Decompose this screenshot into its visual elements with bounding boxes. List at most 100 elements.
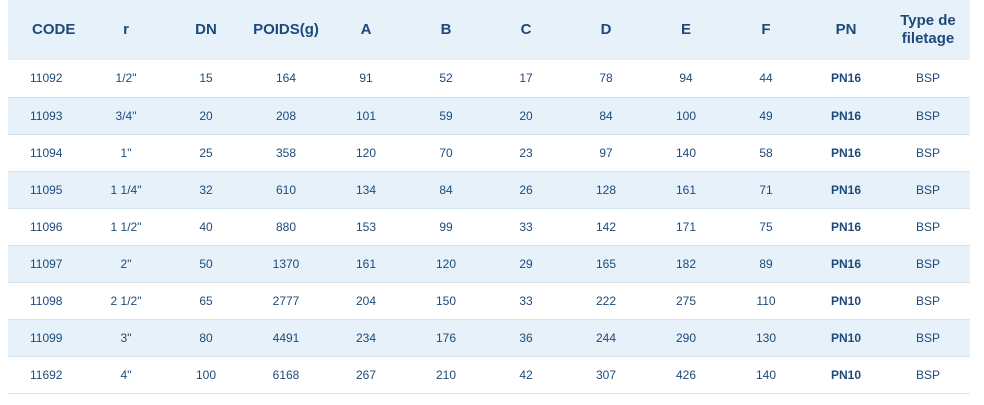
cell-pn: PN10 (806, 319, 886, 357)
cell-r: 2" (86, 245, 166, 283)
cell-code: 11097 (8, 245, 86, 283)
cell-pn: PN16 (806, 60, 886, 98)
cell-a: 91 (326, 60, 406, 98)
cell-dn: 20 (166, 97, 246, 135)
cell-dn: 50 (166, 245, 246, 283)
cell-c: 23 (486, 134, 566, 172)
cell-dn: 100 (166, 356, 246, 394)
cell-b: 210 (406, 356, 486, 394)
cell-a: 153 (326, 208, 406, 246)
cell-code: 11692 (8, 356, 86, 394)
cell-poids: 880 (246, 208, 326, 246)
cell-dn: 80 (166, 319, 246, 357)
header-r: r (123, 21, 129, 38)
cell-pn: PN16 (806, 134, 886, 172)
cell-d: 84 (566, 97, 646, 135)
header-type-filetage: Type de filetage (886, 0, 970, 60)
cell-type-filetage: BSP (886, 319, 970, 357)
cell-b: 70 (406, 134, 486, 172)
cell-poids: 164 (246, 60, 326, 98)
cell-type-filetage: BSP (886, 60, 970, 98)
cell-b: 150 (406, 282, 486, 320)
header-code: CODE (32, 21, 76, 38)
cell-f: 44 (726, 60, 806, 98)
cell-dn: 65 (166, 282, 246, 320)
cell-a: 234 (326, 319, 406, 357)
cell-f: 49 (726, 97, 806, 135)
cell-b: 99 (406, 208, 486, 246)
table-row: 11099 3" 80 4491 234 176 36 244 290 130 PN10 BSP (8, 319, 970, 357)
table-row: 11095 1 1/4" 32 610 134 84 26 128 161 71 PN16 BSP (8, 171, 970, 209)
cell-type-filetage: BSP (886, 282, 970, 320)
cell-type-filetage: BSP (886, 208, 970, 246)
cell-f: 89 (726, 245, 806, 283)
header-d: D (600, 21, 612, 38)
cell-e: 426 (646, 356, 726, 394)
table-row: 11094 1" 25 358 120 70 23 97 140 58 PN16 BSP (8, 134, 970, 172)
cell-pn: PN16 (806, 208, 886, 246)
cell-d: 222 (566, 282, 646, 320)
cell-a: 161 (326, 245, 406, 283)
cell-e: 275 (646, 282, 726, 320)
cell-e: 140 (646, 134, 726, 172)
cell-dn: 40 (166, 208, 246, 246)
header-type-filetage-label: Type de filetage (900, 12, 956, 47)
cell-pn: PN16 (806, 97, 886, 135)
cell-pn: PN10 (806, 356, 886, 394)
cell-c: 42 (486, 356, 566, 394)
cell-a: 267 (326, 356, 406, 394)
cell-d: 307 (566, 356, 646, 394)
spec-table: CODE r DN POIDS(g) A B C D E F PN Type d… (8, 0, 970, 394)
table-row: 11098 2 1/2" 65 2777 204 150 33 222 275 110 PN10 BS… (8, 282, 970, 320)
cell-f: 140 (726, 356, 806, 394)
cell-f: 110 (726, 282, 806, 320)
cell-poids: 358 (246, 134, 326, 172)
cell-r: 4" (86, 356, 166, 394)
cell-dn: 25 (166, 134, 246, 172)
cell-f: 71 (726, 171, 806, 209)
cell-a: 101 (326, 97, 406, 135)
cell-poids: 610 (246, 171, 326, 209)
cell-c: 36 (486, 319, 566, 357)
cell-e: 94 (646, 60, 726, 98)
cell-d: 78 (566, 60, 646, 98)
cell-dn: 15 (166, 60, 246, 98)
cell-c: 33 (486, 208, 566, 246)
cell-c: 20 (486, 97, 566, 135)
cell-poids: 1370 (246, 245, 326, 283)
cell-pn: PN16 (806, 171, 886, 209)
header-row: CODE r DN POIDS(g) A B C D E F PN Type d… (8, 0, 970, 60)
cell-b: 176 (406, 319, 486, 357)
cell-code: 11098 (8, 282, 86, 320)
cell-f: 58 (726, 134, 806, 172)
cell-b: 59 (406, 97, 486, 135)
table-header: CODE r DN POIDS(g) A B C D E F PN Type d… (8, 0, 970, 60)
header-f: F (761, 21, 771, 38)
cell-d: 97 (566, 134, 646, 172)
cell-b: 84 (406, 171, 486, 209)
table-body: 11092 1/2" 15 164 91 52 17 78 94 44 PN16 BSP 11093 3/… (8, 60, 970, 394)
cell-poids: 6168 (246, 356, 326, 394)
cell-poids: 2777 (246, 282, 326, 320)
cell-f: 75 (726, 208, 806, 246)
header-c: C (520, 21, 532, 38)
header-poids: POIDS(g) (253, 21, 319, 38)
table-row: 11092 1/2" 15 164 91 52 17 78 94 44 PN16 BSP (8, 60, 970, 98)
cell-r: 1 1/4" (86, 171, 166, 209)
cell-r: 1/2" (86, 60, 166, 98)
header-dn: DN (195, 21, 217, 38)
cell-type-filetage: BSP (886, 134, 970, 172)
table-row: 11093 3/4" 20 208 101 59 20 84 100 49 PN16 BSP (8, 97, 970, 135)
cell-b: 120 (406, 245, 486, 283)
header-pn: PN (835, 21, 857, 38)
cell-pn: PN10 (806, 282, 886, 320)
cell-poids: 208 (246, 97, 326, 135)
cell-e: 182 (646, 245, 726, 283)
cell-code: 11093 (8, 97, 86, 135)
header-b: B (440, 21, 452, 38)
cell-dn: 32 (166, 171, 246, 209)
cell-r: 1 1/2" (86, 208, 166, 246)
table-row: 11097 2" 50 1370 161 120 29 165 182 89 PN16 BSP (8, 245, 970, 283)
cell-b: 52 (406, 60, 486, 98)
cell-c: 26 (486, 171, 566, 209)
